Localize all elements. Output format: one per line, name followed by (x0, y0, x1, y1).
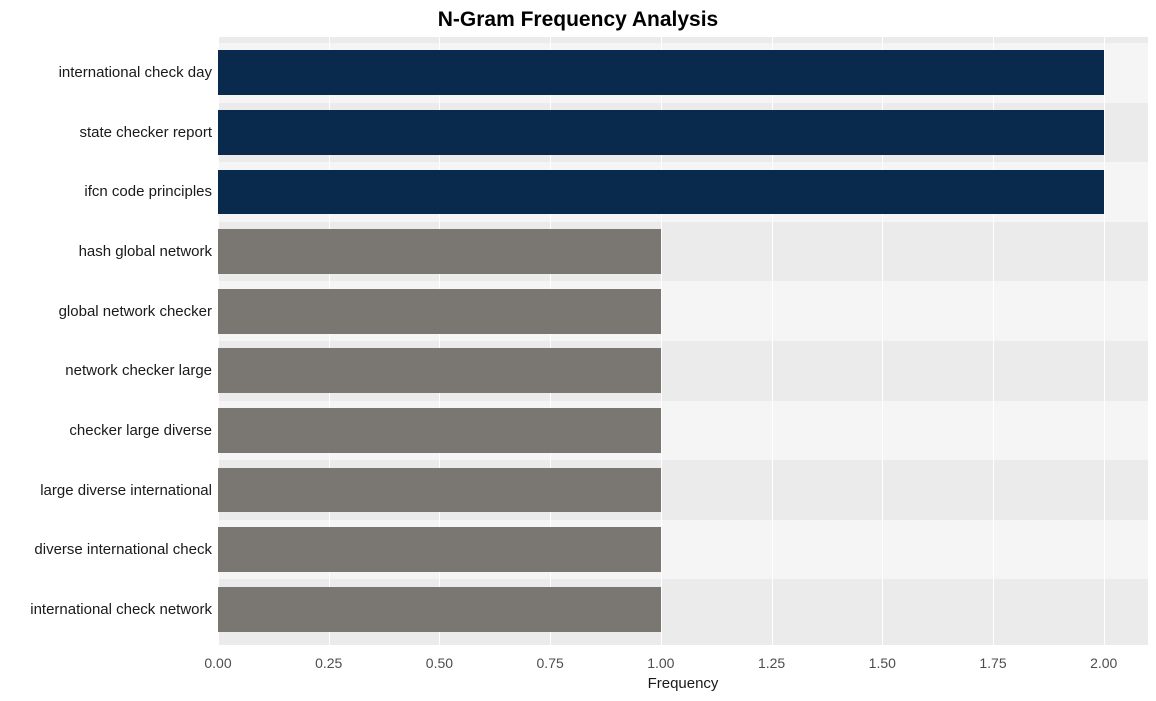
y-tick-label: checker large diverse (69, 422, 212, 439)
y-tick-label: global network checker (59, 303, 212, 320)
y-tick-label: ifcn code principles (84, 183, 212, 200)
gridline (1104, 37, 1105, 645)
bar (218, 527, 661, 572)
x-tick-label: 2.00 (1090, 655, 1117, 671)
x-tick-label: 0.25 (315, 655, 342, 671)
y-tick-label: hash global network (79, 243, 212, 260)
bar (218, 229, 661, 274)
x-tick-label: 1.25 (758, 655, 785, 671)
x-tick-label: 1.50 (869, 655, 896, 671)
y-tick-label: large diverse international (40, 482, 212, 499)
bar (218, 50, 1104, 95)
bar (218, 170, 1104, 215)
x-axis-title: Frequency (218, 675, 1148, 692)
x-tick-label: 1.75 (979, 655, 1006, 671)
y-tick-label: state checker report (79, 124, 212, 141)
x-tick-label: 0.75 (537, 655, 564, 671)
x-tick-label: 1.00 (647, 655, 674, 671)
bar (218, 110, 1104, 155)
chart-title: N-Gram Frequency Analysis (0, 8, 1156, 32)
bar (218, 348, 661, 393)
bar (218, 408, 661, 453)
bar (218, 468, 661, 513)
y-tick-label: diverse international check (34, 541, 212, 558)
x-tick-label: 0.00 (204, 655, 231, 671)
y-tick-label: international check day (59, 64, 212, 81)
y-tick-label: international check network (30, 601, 212, 618)
bar (218, 587, 661, 632)
x-tick-label: 0.50 (426, 655, 453, 671)
y-tick-label: network checker large (65, 362, 212, 379)
bar (218, 289, 661, 334)
ngram-bar-chart: N-Gram Frequency Analysis Frequency inte… (0, 0, 1156, 701)
